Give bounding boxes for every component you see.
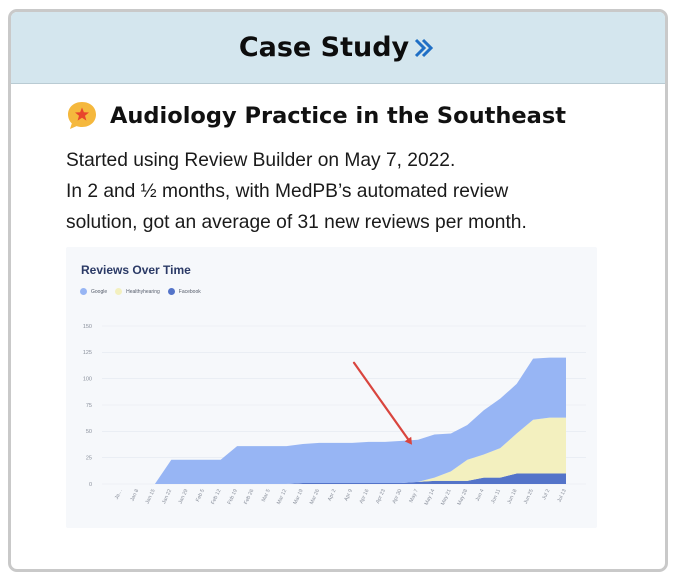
x-tick-label: Mar 12 xyxy=(276,488,288,505)
case-description: Started using Review Builder on May 7, 2… xyxy=(66,145,626,238)
legend-label-google: Google xyxy=(91,288,108,295)
chart-title: Reviews Over Time xyxy=(81,263,191,277)
case-heading-row: Audiology Practice in the Southeast xyxy=(66,100,566,132)
series-area-facebook xyxy=(122,473,566,484)
x-tick-label: Ja… xyxy=(114,488,124,500)
description-line: In 2 and ½ months, with MedPB’s automate… xyxy=(66,181,509,202)
series-area-google xyxy=(122,357,566,484)
description-line: solution, got an average of 31 new revie… xyxy=(66,212,527,233)
legend-swatch-facebook xyxy=(167,288,175,295)
annotation-arrow-head xyxy=(404,436,412,445)
star-speech-bubble-icon xyxy=(66,100,98,132)
y-tick-label: 125 xyxy=(83,350,92,356)
legend-swatch-healthyhearing xyxy=(115,288,123,295)
legend-label-healthyhearing: Healthyhearing xyxy=(126,288,160,295)
y-tick-label: 75 xyxy=(86,403,92,409)
chart-legend: Google Healthyhearing Facebook xyxy=(80,288,209,295)
x-tick-label: Jun 4 xyxy=(475,488,486,502)
x-tick-label: Mar 5 xyxy=(261,488,272,503)
x-tick-label: Apr 9 xyxy=(343,488,354,502)
card-title: Case Study xyxy=(238,32,410,63)
y-tick-label: 50 xyxy=(86,429,92,435)
x-tick-label: Feb 26 xyxy=(243,488,255,505)
card-header: Case Study xyxy=(11,12,665,84)
double-chevron-right-icon xyxy=(413,36,437,60)
x-tick-label: Jan 8 xyxy=(129,488,140,502)
x-tick-label: Mar 26 xyxy=(309,488,321,505)
legend-swatch-google xyxy=(80,288,87,295)
x-tick-label: Jan 22 xyxy=(161,488,173,505)
x-tick-label: May 7 xyxy=(408,488,419,503)
x-tick-label: Mar 19 xyxy=(292,488,304,505)
x-tick-label: Feb 19 xyxy=(227,488,239,505)
y-tick-label: 25 xyxy=(86,455,92,461)
x-tick-label: Feb 5 xyxy=(195,488,206,503)
x-tick-label: Jun 11 xyxy=(490,488,502,504)
x-tick-label: Jul 2 xyxy=(541,488,551,501)
x-tick-label: Jun 18 xyxy=(506,488,518,505)
legend-item-healthyhearing[interactable]: Healthyhearing xyxy=(115,288,160,295)
case-heading: Audiology Practice in the Southeast xyxy=(110,103,566,129)
description-line: Started using Review Builder on May 7, 2… xyxy=(66,150,456,171)
x-tick-label: Apr 23 xyxy=(375,488,387,504)
y-tick-label: 150 xyxy=(83,324,92,330)
x-tick-label: Jul 13 xyxy=(557,488,568,503)
x-tick-label: Jan 29 xyxy=(178,488,190,505)
annotation-arrow-shaft xyxy=(352,361,410,441)
y-tick-label: 100 xyxy=(83,376,92,382)
legend-item-google[interactable]: Google xyxy=(80,288,107,295)
x-tick-label: Jan 15 xyxy=(145,488,157,505)
x-tick-label: May 21 xyxy=(440,488,453,506)
x-tick-label: Apr 2 xyxy=(327,488,338,502)
legend-label-facebook: Facebook xyxy=(178,288,201,295)
reviews-area-chart: 0 25 50 75 100 125 150 Ja… Jan 8 Jan 15 Jan 22 Jan … xyxy=(83,324,586,506)
x-tick-label: Apr 30 xyxy=(391,488,403,504)
y-tick-label: 0 xyxy=(89,482,92,488)
x-tick-label: Jun 25 xyxy=(523,488,535,505)
x-tick-label: Apr 16 xyxy=(359,488,371,504)
reviews-chart-panel: Reviews Over Time Google Healthyhearing … xyxy=(66,247,597,528)
x-tick-label: Feb 12 xyxy=(210,488,222,505)
legend-item-facebook[interactable]: Facebook xyxy=(167,288,201,295)
x-tick-label: May 14 xyxy=(424,488,437,506)
x-tick-label: May 28 xyxy=(457,488,470,506)
